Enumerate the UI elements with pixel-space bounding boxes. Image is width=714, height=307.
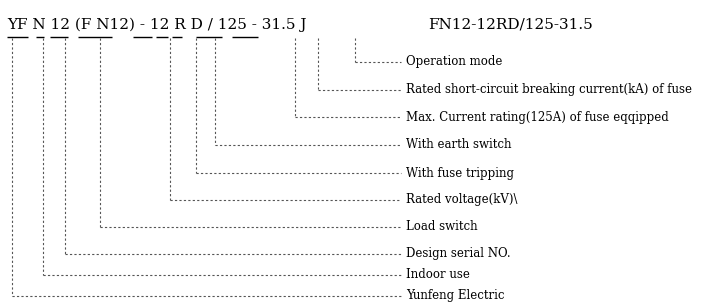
Text: Rated voltage(kV)\: Rated voltage(kV)\ bbox=[406, 193, 518, 207]
Text: Load switch: Load switch bbox=[406, 220, 478, 234]
Text: Max. Current rating(125A) of fuse eqqipped: Max. Current rating(125A) of fuse eqqipp… bbox=[406, 111, 669, 123]
Text: Indoor use: Indoor use bbox=[406, 269, 470, 282]
Text: With fuse tripping: With fuse tripping bbox=[406, 166, 514, 180]
Text: YF N 12 (F N12) - 12 R D / 125 - 31.5 J: YF N 12 (F N12) - 12 R D / 125 - 31.5 J bbox=[7, 18, 306, 33]
Text: Operation mode: Operation mode bbox=[406, 56, 503, 68]
Text: With earth switch: With earth switch bbox=[406, 138, 511, 151]
Text: Rated short-circuit breaking current(kA) of fuse: Rated short-circuit breaking current(kA)… bbox=[406, 84, 692, 96]
Text: FN12-12RD/125-31.5: FN12-12RD/125-31.5 bbox=[428, 18, 593, 32]
Text: Yunfeng Electric: Yunfeng Electric bbox=[406, 290, 505, 302]
Text: Design serial NO.: Design serial NO. bbox=[406, 247, 511, 261]
